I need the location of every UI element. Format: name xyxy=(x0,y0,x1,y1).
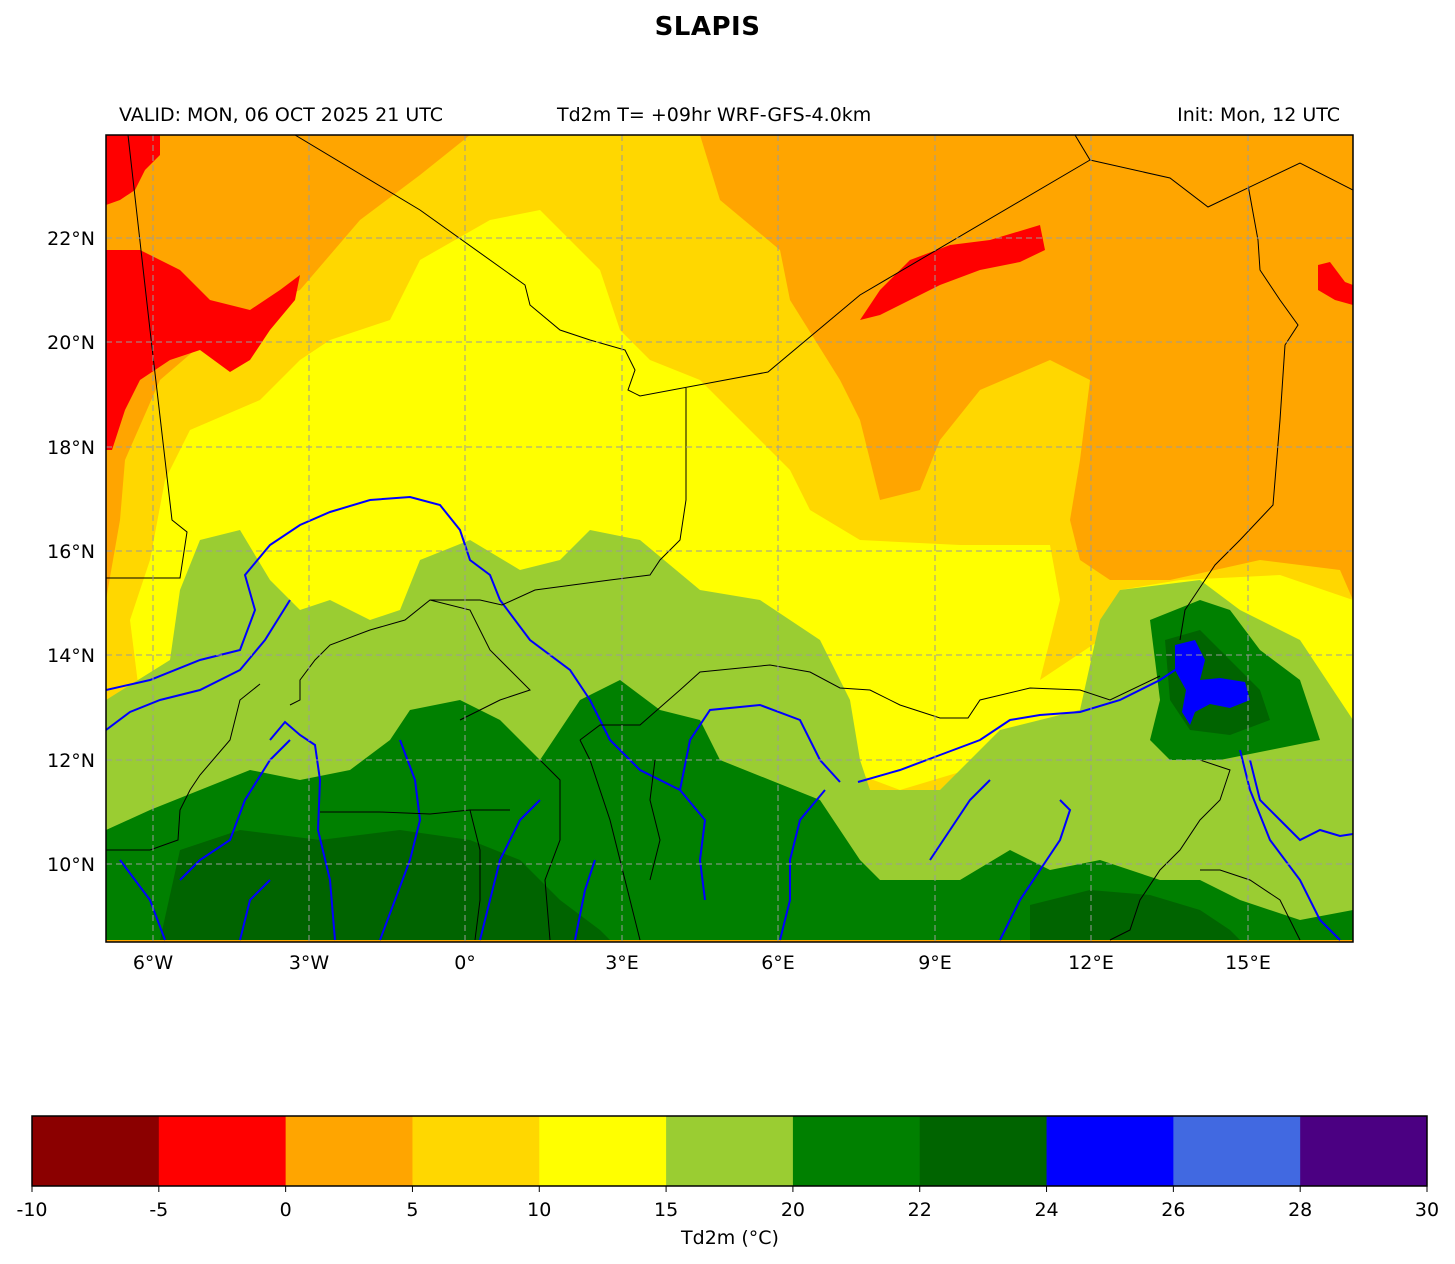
x-tick-label: 0° xyxy=(454,952,476,974)
country-borders xyxy=(106,135,1353,941)
colorbar-swatch xyxy=(1046,1116,1174,1186)
colorbar-tick-label: 30 xyxy=(1415,1199,1439,1221)
border-nigeria-east-inner xyxy=(649,759,661,881)
black-volta xyxy=(179,739,291,881)
colorbar-tick-label: 10 xyxy=(527,1199,551,1221)
colorbar-frame xyxy=(31,1115,1428,1187)
gridlines xyxy=(106,135,1353,942)
river-nigeria-south xyxy=(929,779,991,861)
volta-river xyxy=(269,720,336,941)
colorbar-tick-label: 22 xyxy=(908,1199,932,1221)
red-region-far-east xyxy=(1318,262,1353,305)
valid-time-label: VALID: MON, 06 OCT 2025 21 UTC xyxy=(119,104,444,126)
x-tick-label: 3°E xyxy=(605,952,639,974)
y-axis-ticks: 22°N 20°N 18°N 16°N 14°N 12°N 10°N xyxy=(47,228,95,876)
river-cameroon xyxy=(999,799,1072,941)
y-tick-label: 18°N xyxy=(47,437,95,459)
colorbar-tick-label: 26 xyxy=(1161,1199,1185,1221)
rivers xyxy=(106,495,1353,941)
map-frame xyxy=(105,134,1354,943)
border-mali-mauritania xyxy=(106,135,188,579)
colorbar-tick-label: 24 xyxy=(1034,1199,1058,1221)
y-tick-label: 20°N xyxy=(47,332,95,354)
y-tick-label: 22°N xyxy=(47,228,95,250)
colorbar-tick-label: -10 xyxy=(16,1199,47,1221)
colorbar-tick-label: -5 xyxy=(149,1199,168,1221)
border-ghana-burkina xyxy=(320,809,510,815)
red-region-northwest xyxy=(106,135,160,205)
dark-green-patch-west xyxy=(160,830,610,940)
border-chad-cameroon xyxy=(1200,869,1301,941)
plot-title: SLAPIS xyxy=(654,12,761,42)
colorbar-swatch xyxy=(32,1116,160,1186)
colorbar-ticks: -10 -5 0 5 10 15 20 22 24 26 28 30 xyxy=(16,1186,1439,1221)
y-tick-label: 16°N xyxy=(47,541,95,563)
x-axis-ticks: 6°W 3°W 0° 3°E 6°E 9°E 12°E 15°E xyxy=(133,952,1271,974)
border-mali-algeria xyxy=(294,135,1091,397)
x-tick-label: 6°W xyxy=(133,952,174,974)
border-niger-nigeria xyxy=(579,664,1161,741)
border-mali-niger xyxy=(289,388,687,706)
dewpoint-field xyxy=(106,135,1353,942)
border-togo-benin xyxy=(469,809,481,941)
colorbar-swatch xyxy=(1300,1116,1428,1186)
komadugu-river xyxy=(857,669,1176,783)
colorbar-tick-label: 5 xyxy=(406,1199,418,1221)
border-burkina xyxy=(106,683,261,851)
x-tick-label: 9°E xyxy=(918,952,952,974)
river-far-west xyxy=(119,859,166,941)
colorbar-tick-label: 20 xyxy=(781,1199,805,1221)
red-region-west xyxy=(106,250,300,450)
colorbar-tick-label: 15 xyxy=(654,1199,678,1221)
niger-river xyxy=(106,495,707,901)
river-ghana xyxy=(379,739,422,941)
river-ivory xyxy=(239,879,271,941)
x-tick-label: 12°E xyxy=(1068,952,1114,974)
river-east-nigeria xyxy=(779,789,826,941)
border-chad-libya xyxy=(1179,184,1299,641)
x-tick-label: 6°E xyxy=(761,952,795,974)
x-tick-label: 15°E xyxy=(1225,952,1271,974)
y-tick-label: 14°N xyxy=(47,645,95,667)
colorbar-swatch xyxy=(158,1116,287,1186)
init-time-label: Init: Mon, 12 UTC xyxy=(1177,104,1340,126)
colorbar-swatch xyxy=(792,1116,921,1186)
border-niger-algeria-libya xyxy=(1089,159,1353,208)
lake-chad-blue xyxy=(1175,640,1250,725)
colorbar xyxy=(31,1115,1428,1187)
colorbar-swatch xyxy=(919,1116,1048,1186)
field-description-label: Td2m T= +09hr WRF-GFS-4.0km xyxy=(557,104,872,126)
red-region-east xyxy=(860,225,1045,320)
border-benin-nigeria xyxy=(539,759,561,941)
x-tick-label: 3°W xyxy=(289,952,330,974)
river-benin xyxy=(479,799,541,941)
y-tick-label: 12°N xyxy=(47,750,95,772)
y-tick-label: 10°N xyxy=(47,854,95,876)
colorbar-swatch xyxy=(285,1116,413,1186)
border-mali-burkina xyxy=(429,599,531,721)
colorbar-swatch xyxy=(539,1116,667,1186)
colorbar-swatch xyxy=(412,1116,540,1186)
colorbar-tick-label: 28 xyxy=(1288,1199,1312,1221)
chari-river xyxy=(1239,749,1341,941)
colorbar-swatch xyxy=(1173,1116,1301,1186)
river-north-benin xyxy=(574,859,596,941)
border-nigeria-cameroon xyxy=(1109,759,1231,941)
colorbar-tick-label: 0 xyxy=(280,1199,292,1221)
colorbar-label: Td2m (°C) xyxy=(681,1227,779,1249)
logone-river xyxy=(1249,759,1353,842)
niger-tributary-west xyxy=(106,599,291,731)
colorbar-swatch xyxy=(666,1116,794,1186)
